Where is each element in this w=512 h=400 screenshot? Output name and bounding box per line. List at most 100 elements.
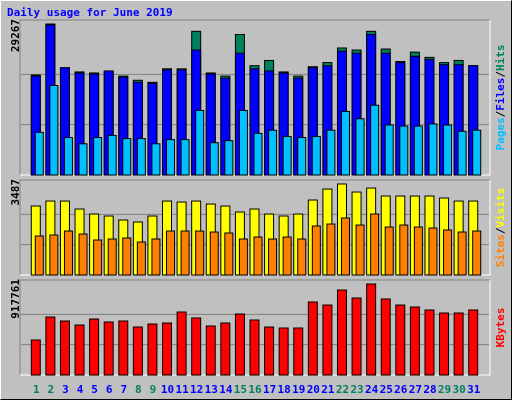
- x-tick-label: 27: [409, 383, 422, 396]
- bar: [136, 241, 146, 276]
- legend: Pages/Files/Hits: [494, 45, 507, 151]
- bar: [307, 301, 318, 376]
- x-tick-label: 18: [278, 383, 291, 396]
- x-tick-label: 13: [205, 383, 218, 396]
- bar: [268, 129, 278, 176]
- bar: [428, 227, 438, 276]
- bar: [89, 318, 100, 376]
- bar: [209, 231, 219, 276]
- bar: [282, 135, 292, 176]
- bar: [103, 321, 114, 376]
- bar: [424, 309, 435, 376]
- bar: [268, 238, 278, 276]
- chart-title: Daily usage for June 2019: [7, 6, 173, 19]
- panel-bevel: [19, 179, 490, 275]
- bar: [399, 125, 409, 176]
- bar: [74, 324, 85, 376]
- bar: [93, 137, 103, 176]
- x-tick-label: 14: [219, 383, 233, 396]
- bar: [409, 306, 420, 376]
- y-tick-label: 29267: [9, 19, 22, 52]
- legend-separator: /: [494, 110, 507, 117]
- bar: [468, 309, 479, 376]
- bar: [326, 223, 336, 276]
- panel-bevel: [19, 19, 490, 175]
- bar: [30, 339, 41, 376]
- bar: [340, 217, 350, 276]
- bar: [253, 236, 263, 276]
- bar: [472, 129, 482, 176]
- bar: [278, 327, 289, 376]
- bar: [297, 238, 307, 276]
- x-tick-label: 23: [350, 383, 363, 396]
- bar: [380, 298, 391, 376]
- x-tick-label: 2: [48, 383, 55, 396]
- x-tick-label: 4: [77, 383, 84, 396]
- x-tick-label: 15: [234, 383, 247, 396]
- x-tick-label: 7: [120, 383, 127, 396]
- bar: [322, 304, 333, 376]
- x-tick-label: 20: [307, 383, 320, 396]
- x-tick-label: 12: [190, 383, 203, 396]
- bar: [399, 224, 409, 276]
- bar: [59, 320, 70, 376]
- bar: [166, 230, 176, 276]
- x-tick-label: 30: [453, 383, 466, 396]
- bar: [238, 238, 248, 276]
- bar: [132, 326, 143, 376]
- x-tick-label: 16: [248, 383, 262, 396]
- bar: [63, 230, 73, 276]
- y-tick-label: 3487: [9, 179, 22, 206]
- bar: [234, 313, 245, 376]
- bar: [457, 231, 467, 276]
- legend: KBytes: [494, 308, 507, 348]
- bar: [191, 317, 202, 376]
- x-tick-label: 9: [150, 383, 157, 396]
- x-tick-label: 29: [438, 383, 451, 396]
- bar: [384, 226, 394, 276]
- legend-entry: KBytes: [494, 308, 507, 348]
- bar: [326, 129, 336, 176]
- bar: [166, 139, 176, 176]
- bar: [151, 238, 161, 276]
- legend-separator: /: [494, 71, 507, 78]
- bar: [107, 134, 117, 176]
- bar: [107, 238, 117, 276]
- x-tick-label: 24: [365, 383, 379, 396]
- bar: [249, 319, 260, 376]
- bar: [366, 283, 377, 376]
- x-tick-label: 21: [321, 383, 335, 396]
- bar: [264, 326, 275, 376]
- legend-entry: Sites: [494, 234, 507, 267]
- y-tick-label: 917761: [9, 279, 22, 319]
- x-tick-label: 17: [263, 383, 276, 396]
- bar: [63, 137, 73, 176]
- bar: [209, 142, 219, 176]
- bar: [49, 84, 59, 176]
- bar: [118, 320, 129, 376]
- bar: [93, 239, 103, 276]
- x-tick-label: 25: [380, 383, 393, 396]
- bar: [122, 138, 132, 176]
- bar: [224, 140, 234, 176]
- bar: [453, 312, 464, 376]
- x-tick-label: 6: [106, 383, 113, 396]
- bar: [224, 232, 234, 276]
- bar: [297, 137, 307, 176]
- x-tick-label: 11: [175, 383, 189, 396]
- bar: [439, 312, 450, 376]
- bar: [176, 311, 187, 376]
- bar: [472, 230, 482, 276]
- x-tick-label: 31: [467, 383, 481, 396]
- bar: [336, 289, 347, 376]
- bar: [370, 213, 380, 276]
- bar: [355, 224, 365, 276]
- bar: [443, 229, 453, 276]
- bar: [205, 325, 216, 376]
- bar: [34, 235, 44, 276]
- bar: [147, 323, 158, 376]
- bar: [78, 143, 88, 176]
